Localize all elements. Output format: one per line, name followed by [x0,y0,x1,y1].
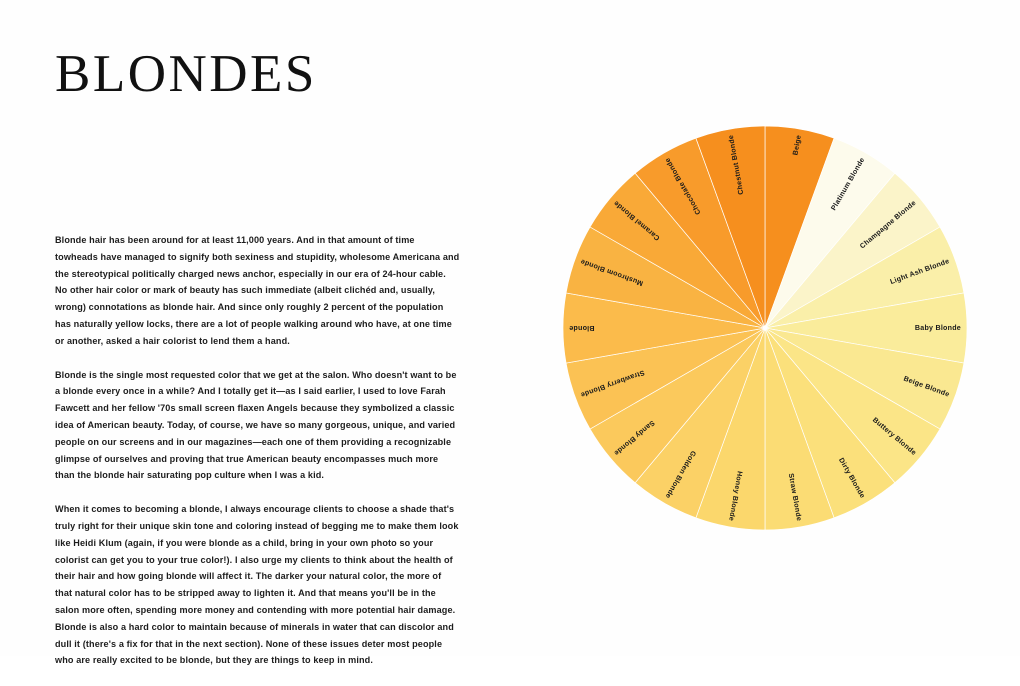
wheel-wedge-label: Blonde [569,324,595,332]
wheel-wedge-label: Beige [791,134,802,156]
wheel-wedges [562,125,968,531]
paragraph: Blonde is the single most requested colo… [55,369,457,481]
page-root: BLONDES Blonde hair has been around for … [55,40,968,666]
wheel-wedge-label: Baby Blonde [915,324,961,332]
article-body: Blonde hair has been around for at least… [55,232,460,686]
page-title: BLONDES [55,45,317,103]
paragraph: Blonde hair has been around for at least… [55,235,460,346]
color-wheel: Beige Platinum Blonde Champagne Blonde Ligh… [562,125,968,531]
wheel-wedge [695,125,766,329]
paragraph: When it comes to becoming a blonde, I al… [55,504,459,666]
left-column: BLONDES Blonde hair has been around for … [55,40,475,666]
